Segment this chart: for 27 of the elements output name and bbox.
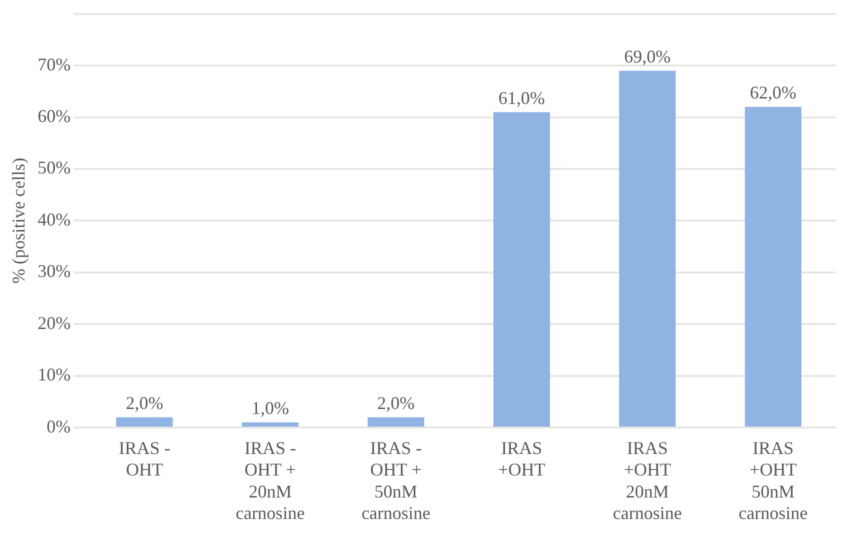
bar [368,417,424,427]
bar [744,106,802,427]
y-tick-label: 40% [38,209,71,230]
data-label: 1,0% [251,398,289,418]
y-tick-label: 60% [38,106,71,126]
y-axis-title: % (positive cells) [8,158,29,284]
y-tick-label: 0% [46,416,71,436]
x-tick-label: IRAS - OHT [118,438,170,480]
x-tick-label: IRAS +OHT 20nM carnosine [612,438,682,523]
data-label: 62,0% [750,82,796,103]
x-tick-label: IRAS +OHT 50nM carnosine [738,438,808,523]
data-label: 69,0% [624,46,671,66]
x-tick-label: IRAS - OHT + 50nM carnosine [361,438,430,523]
y-tick-label: 30% [38,261,71,282]
y-tick-label: 20% [38,312,71,333]
y-tick-label: 10% [38,364,71,385]
data-label: 2,0% [126,392,164,413]
y-tick-label: 70% [38,54,71,74]
data-label: 61,0% [498,88,545,108]
bar [493,112,550,427]
data-label: 2,0% [377,392,415,413]
bar [116,417,173,427]
x-tick-label: IRAS - OHT + 20nM carnosine [236,438,305,523]
bar [619,70,676,427]
y-tick-label: 50% [38,158,71,178]
bar [242,422,298,427]
x-tick-label: IRAS +OHT [498,438,546,480]
